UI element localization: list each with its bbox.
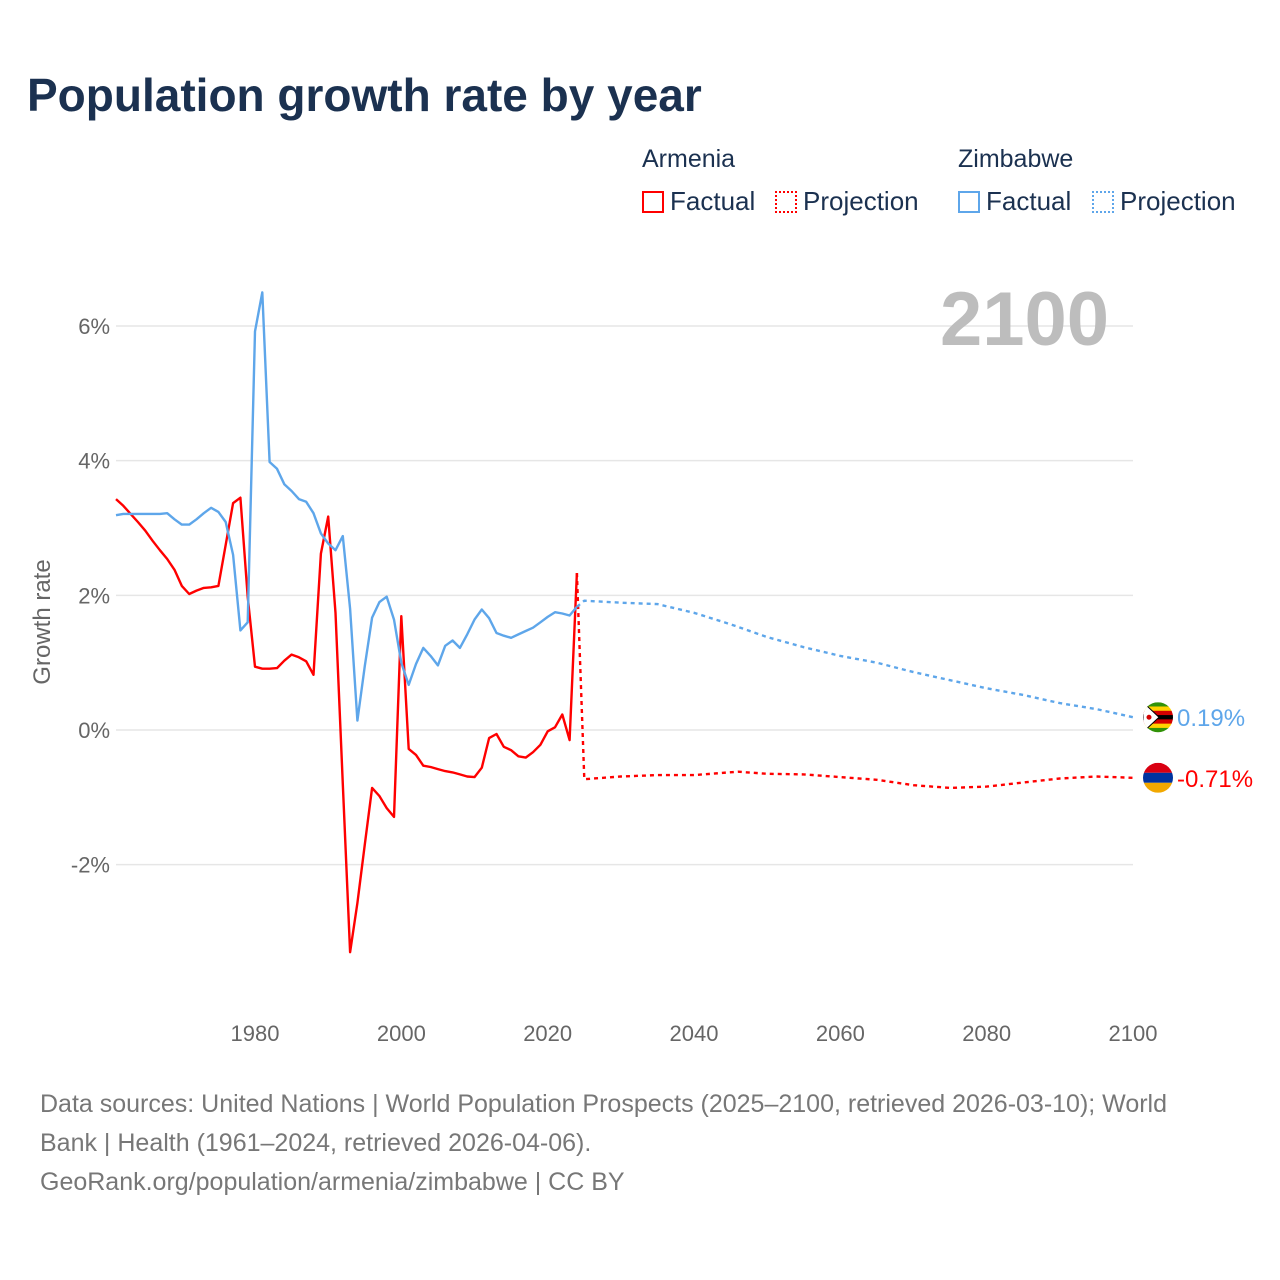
- source-link[interactable]: GeoRank.org/population/armenia/zimbabwe …: [40, 1168, 625, 1196]
- legend-swatch-solid: [642, 190, 664, 213]
- source-line-1: Data sources: United Nations | World Pop…: [40, 1090, 1168, 1118]
- legend-armenia-factual[interactable]: Factual: [642, 186, 755, 217]
- x-tick-label: 2040: [670, 1021, 719, 1046]
- series-line-armenia-factual: [115, 496, 579, 954]
- series-line-zimbabwe-projection: [576, 599, 1134, 719]
- y-tick-label: -2%: [71, 853, 110, 878]
- legend-label: Projection: [803, 186, 919, 216]
- y-axis-label: Growth rate: [29, 559, 56, 684]
- flag-zimbabwe-icon: [1143, 702, 1173, 733]
- y-tick-label: 4%: [78, 449, 110, 474]
- x-tick-label: 2000: [377, 1021, 426, 1046]
- legend-label: Projection: [1120, 186, 1236, 216]
- x-tick-label: 2020: [523, 1021, 572, 1046]
- y-tick-label: 0%: [78, 718, 110, 743]
- x-tick-label: 1980: [231, 1021, 280, 1046]
- legend-swatch-dotted: [1092, 190, 1114, 213]
- x-tick-label: 2100: [1109, 1021, 1158, 1046]
- legend-armenia-heading: Armenia: [642, 145, 736, 173]
- legend-zimbabwe-projection[interactable]: Projection: [1092, 186, 1236, 217]
- legend-armenia-projection[interactable]: Projection: [775, 186, 919, 217]
- end-value-label-zimbabwe: 0.19%: [1177, 705, 1245, 732]
- series-line-armenia-projection: [575, 573, 1134, 790]
- flag-armenia-icon: [1143, 762, 1173, 793]
- legend-label: Factual: [986, 186, 1072, 216]
- page-title: Population growth rate by year: [27, 69, 702, 121]
- current-year-display: 2100: [940, 277, 1110, 362]
- legend-swatch-dotted: [775, 190, 797, 213]
- legend-swatch-solid: [958, 190, 980, 213]
- x-tick-label: 2060: [816, 1021, 865, 1046]
- legend-zimbabwe-factual[interactable]: Factual: [958, 186, 1071, 217]
- legend-zimbabwe-heading: Zimbabwe: [958, 145, 1074, 173]
- series-line-zimbabwe-factual: [115, 291, 578, 722]
- y-tick-label: 2%: [78, 583, 110, 608]
- y-tick-label: 6%: [78, 314, 110, 339]
- end-value-label-armenia: -0.71%: [1177, 766, 1253, 793]
- legend-label: Factual: [670, 186, 756, 216]
- x-tick-label: 2080: [962, 1021, 1011, 1046]
- source-line-2: Bank | Health (1961–2024, retrieved 2026…: [40, 1129, 592, 1157]
